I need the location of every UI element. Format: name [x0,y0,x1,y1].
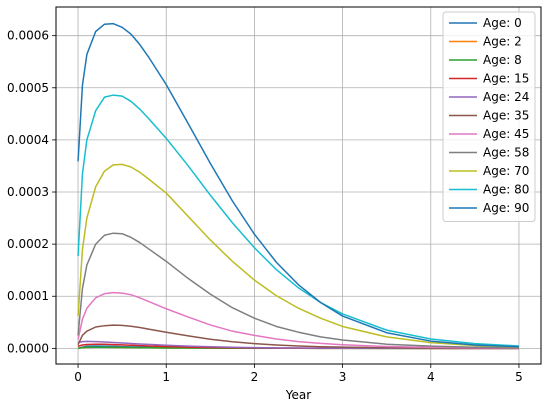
y-axis-ticks: 0.0000 0.0001 0.0002 0.0003 0.0004 0.0005 0.00… [7,29,56,355]
legend: Age: 0 Age: 2 Age: 8 Age: 15 Age: 24 Age: 35 A… [442,11,536,222]
y-tick-label: 0.0005 [7,81,49,95]
legend-label: Age: 2 [483,35,522,49]
series-line [77,340,519,350]
x-tick-label: 5 [515,370,523,384]
y-tick-label: 0.0001 [7,289,49,303]
legend-label: Age: 35 [483,109,529,123]
legend-label: Age: 0 [483,16,522,30]
series-line [77,291,519,349]
legend-label: Age: 58 [483,146,529,160]
series-lines [77,22,519,350]
legend-label: Age: 8 [483,53,522,67]
legend-label: Age: 45 [483,127,529,141]
y-tick-label: 0.0003 [7,185,49,199]
series-line [77,94,519,347]
legend-label: Age: 90 [483,201,529,215]
series-line [77,324,519,350]
legend-label: Age: 24 [483,90,529,104]
y-tick-label: 0.0006 [7,29,49,43]
legend-box [442,11,536,222]
legend-label: Age: 15 [483,72,529,86]
series-line [77,22,519,348]
y-tick-label: 0.0004 [7,133,49,147]
legend-label: Age: 70 [483,164,529,178]
x-tick-label: 2 [251,370,259,384]
legend-label: Age: 80 [483,183,529,197]
y-tick-label: 0.0002 [7,237,49,251]
plot-frame [55,6,542,365]
x-axis-title: Year [285,388,311,402]
x-tick-label: 1 [162,370,170,384]
series-line [77,232,519,349]
x-tick-label: 4 [427,370,435,384]
x-tick-label: 3 [339,370,347,384]
x-axis-ticks: 0 1 2 3 4 5 [74,364,523,384]
y-tick-label: 0.0000 [7,341,49,355]
series-line [77,163,519,348]
x-tick-label: 0 [74,370,82,384]
